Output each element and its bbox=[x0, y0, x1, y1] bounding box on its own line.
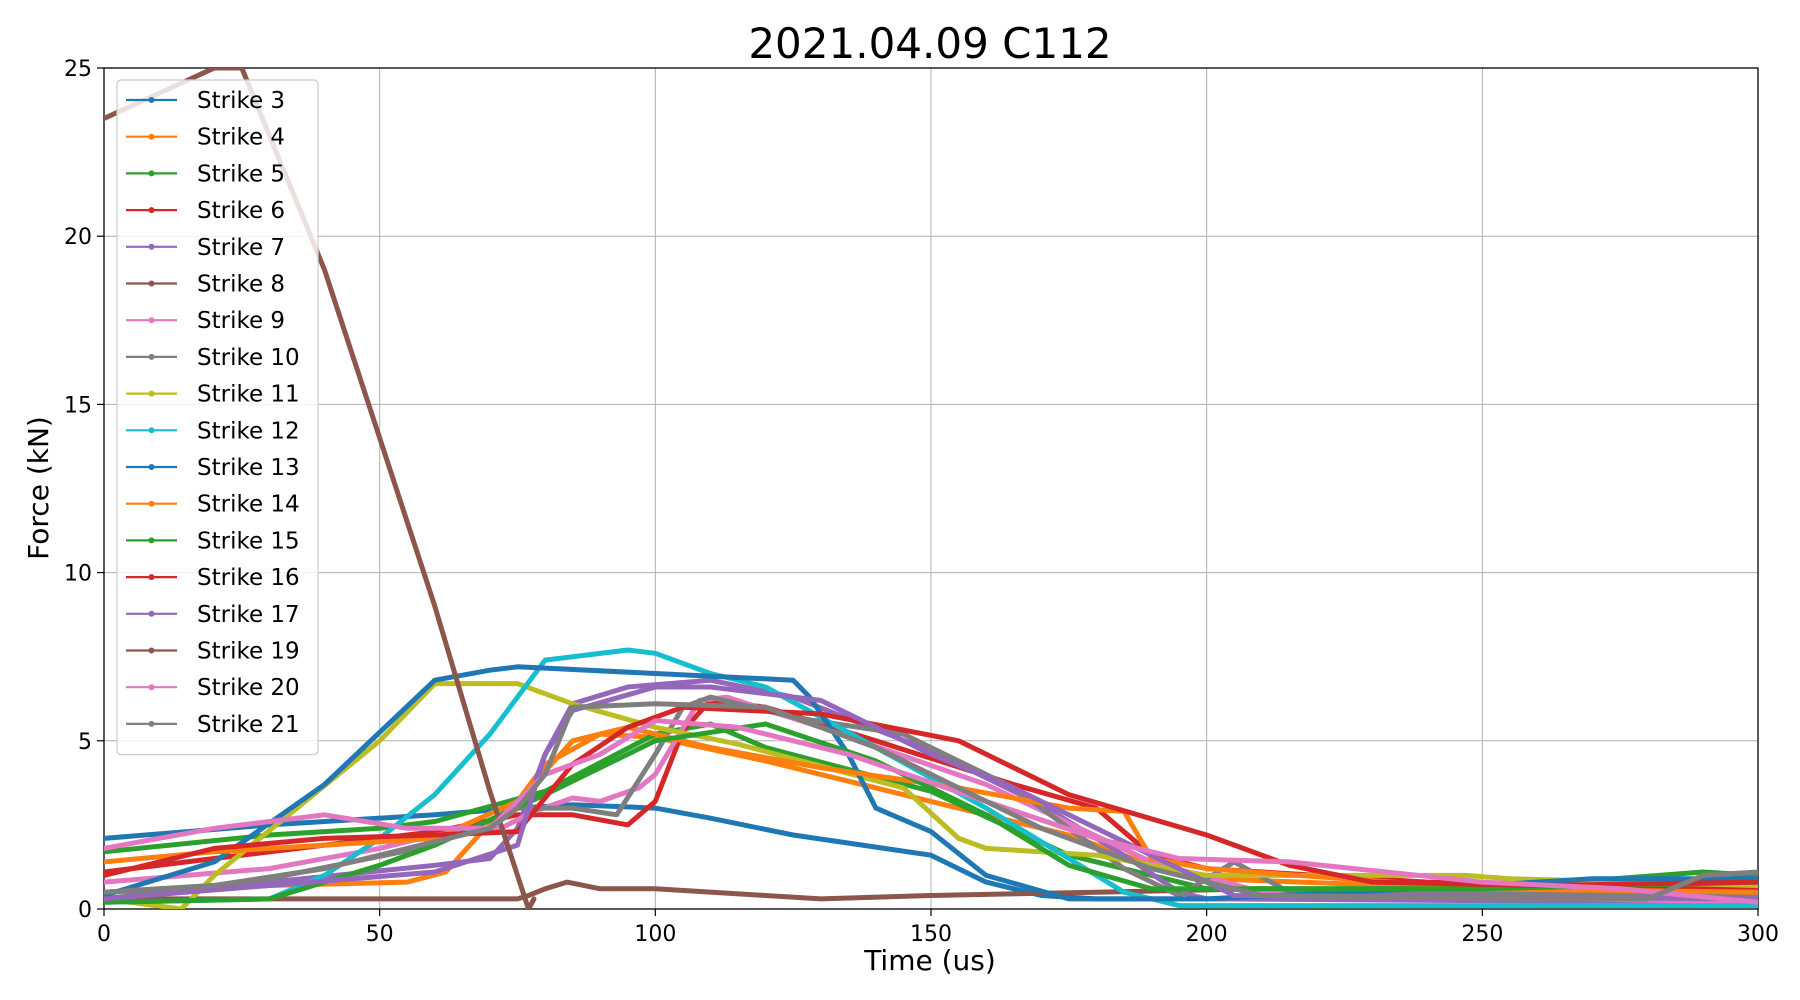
legend-item: Strike 10 bbox=[126, 345, 300, 371]
series-line-strike-14 bbox=[104, 724, 1758, 895]
legend-label: Strike 17 bbox=[197, 602, 300, 628]
x-tick-label: 150 bbox=[910, 922, 952, 947]
x-tick-label: 300 bbox=[1737, 922, 1779, 947]
legend-label: Strike 8 bbox=[197, 272, 285, 298]
legend-marker bbox=[148, 133, 155, 140]
series-line-strike-20 bbox=[104, 718, 1758, 905]
legend-item: Strike 11 bbox=[126, 382, 300, 408]
legend-label: Strike 16 bbox=[197, 565, 300, 591]
legend-label: Strike 6 bbox=[197, 198, 285, 224]
x-axis-label: Time (us) bbox=[863, 944, 996, 977]
x-tick-label: 0 bbox=[97, 922, 111, 947]
legend-item: Strike 14 bbox=[126, 492, 300, 518]
series-line-strike-21 bbox=[104, 701, 1758, 902]
legend-marker bbox=[148, 97, 155, 103]
series-group bbox=[104, 68, 1758, 909]
legend-item: Strike 19 bbox=[126, 639, 300, 665]
legend-label: Strike 10 bbox=[197, 345, 300, 371]
y-tick-label: 10 bbox=[64, 562, 92, 587]
legend-item: Strike 16 bbox=[126, 565, 300, 591]
x-tick-label: 50 bbox=[366, 922, 394, 947]
legend-label: Strike 21 bbox=[197, 712, 300, 738]
legend-marker bbox=[148, 353, 155, 360]
legend-label: Strike 7 bbox=[197, 235, 285, 261]
legend-label: Strike 12 bbox=[197, 418, 300, 444]
legend-item: Strike 9 bbox=[126, 308, 285, 334]
legend-label: Strike 9 bbox=[197, 308, 285, 334]
y-axis-label: Force (kN) bbox=[22, 416, 55, 560]
legend-label: Strike 4 bbox=[197, 125, 285, 151]
legend-marker bbox=[148, 243, 155, 250]
legend-label: Strike 13 bbox=[197, 455, 300, 481]
legend-marker bbox=[148, 317, 155, 324]
x-tick-label: 250 bbox=[1461, 922, 1503, 947]
legend-marker bbox=[148, 720, 155, 727]
legend-item: Strike 21 bbox=[126, 712, 300, 738]
legend-marker bbox=[148, 537, 155, 544]
y-tick-label: 20 bbox=[64, 225, 92, 250]
legend-marker bbox=[148, 390, 155, 397]
legend-item: Strike 15 bbox=[126, 528, 300, 554]
legend-box bbox=[116, 79, 319, 756]
y-tick-label: 0 bbox=[78, 898, 92, 923]
series-line-strike-16 bbox=[104, 704, 1758, 888]
y-tick-label: 25 bbox=[64, 57, 92, 82]
y-tick-label: 5 bbox=[78, 730, 92, 755]
legend-marker bbox=[148, 464, 155, 470]
legend-label: Strike 15 bbox=[197, 528, 300, 554]
legend-label: Strike 19 bbox=[197, 639, 300, 665]
x-tick-label: 100 bbox=[634, 922, 676, 947]
chart-title: 2021.04.09 C112 bbox=[748, 19, 1111, 68]
legend-marker bbox=[148, 170, 155, 177]
legend-label: Strike 3 bbox=[197, 88, 285, 114]
legend-label: Strike 11 bbox=[197, 382, 300, 408]
legend-marker bbox=[148, 207, 155, 214]
legend-label: Strike 20 bbox=[197, 675, 300, 701]
legend-marker bbox=[148, 427, 155, 434]
x-tick-label: 200 bbox=[1186, 922, 1228, 947]
legend-marker bbox=[148, 684, 155, 691]
legend-item: Strike 8 bbox=[126, 272, 285, 298]
legend-label: Strike 5 bbox=[197, 161, 285, 187]
y-tick-label: 15 bbox=[64, 393, 92, 418]
legend-item: Strike 3 bbox=[126, 88, 285, 114]
legend-item: Strike 5 bbox=[126, 161, 285, 187]
legend-item: Strike 12 bbox=[126, 418, 300, 444]
legend-marker bbox=[148, 574, 155, 581]
axes: 0 50 100 150 200 250 300 0 5 10 15 20 25 bbox=[64, 57, 1779, 947]
legend-marker bbox=[148, 500, 155, 507]
plot-frame bbox=[103, 67, 1759, 910]
legend: Strike 3 Strike 4 Strike 5 Strike 6 Strike 7… bbox=[116, 79, 319, 756]
legend-item: Strike 7 bbox=[126, 235, 285, 261]
series-line-strike-19 bbox=[104, 68, 537, 909]
legend-marker bbox=[148, 610, 155, 617]
legend-label: Strike 14 bbox=[197, 492, 300, 518]
legend-item: Strike 20 bbox=[126, 675, 300, 701]
legend-item: Strike 6 bbox=[126, 198, 285, 224]
legend-marker bbox=[148, 647, 155, 654]
legend-marker bbox=[148, 280, 155, 287]
legend-item: Strike 4 bbox=[126, 125, 285, 151]
legend-item: Strike 17 bbox=[126, 602, 300, 628]
series-line-strike-15 bbox=[104, 721, 1758, 905]
legend-item: Strike 13 bbox=[126, 455, 300, 481]
